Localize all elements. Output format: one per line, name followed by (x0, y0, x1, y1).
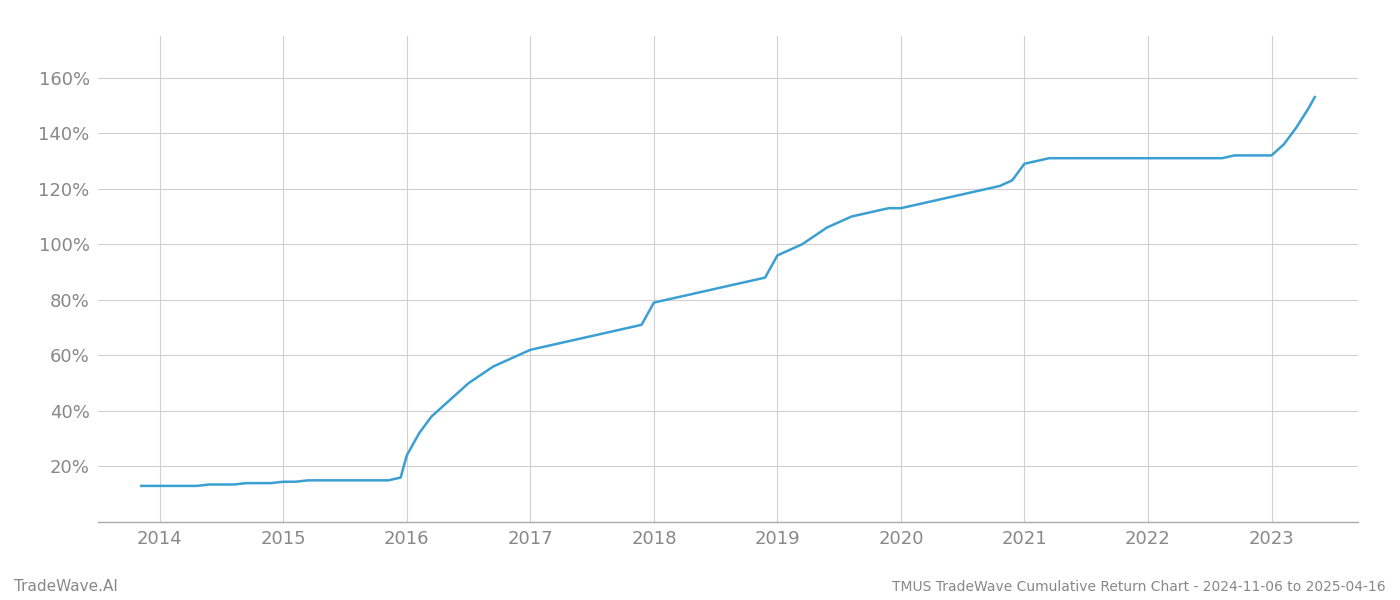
Text: TMUS TradeWave Cumulative Return Chart - 2024-11-06 to 2025-04-16: TMUS TradeWave Cumulative Return Chart -… (892, 580, 1386, 594)
Text: TradeWave.AI: TradeWave.AI (14, 579, 118, 594)
